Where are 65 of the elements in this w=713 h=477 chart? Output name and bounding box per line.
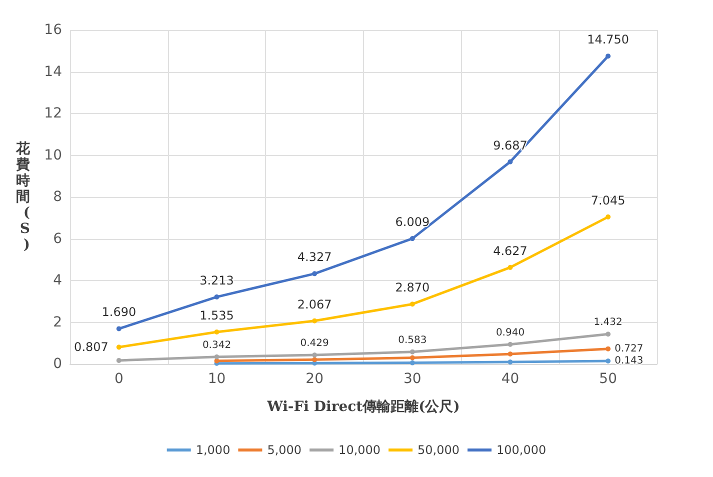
data-label: 2.067 [297,297,332,312]
data-label: 0.940 [496,327,525,338]
point [508,342,513,347]
point [116,344,122,350]
point [606,214,611,220]
x-tick-label: 30 [404,371,422,387]
data-label: 0.807 [74,340,108,354]
data-label: 0.429 [300,338,329,350]
data-label: 3.213 [200,273,234,288]
point [312,318,318,324]
point [214,294,220,300]
data-label: 1.432 [594,317,622,328]
point [312,352,318,358]
x-tick-label: 50 [599,371,617,387]
y-axis-title: 花費時間(S) [15,141,31,253]
data-label: 0.342 [202,340,232,351]
x-tick-label: 20 [306,371,324,387]
legend-label: 10,000 [338,443,381,457]
point [410,236,415,242]
point [606,346,611,352]
legend-label: 1,000 [196,443,230,457]
y-tick-label: 16 [44,22,62,38]
y-tick-label: 8 [53,189,62,205]
data-label: 1.535 [200,308,234,322]
x-tick-label: 10 [208,371,226,387]
legend-label: 50,000 [418,443,460,457]
y-tick-label: 2 [53,314,62,330]
legend-label: 5,000 [267,443,302,457]
y-tick-label: 0 [53,356,62,372]
point [508,352,513,357]
data-label: 1.690 [102,305,136,320]
point [410,302,415,307]
point [214,354,220,360]
point [410,355,415,360]
point [214,329,220,334]
data-label: 0.727 [614,343,644,354]
x-axis-title: Wi-Fi Direct傳輸距離(公尺) [266,399,460,415]
point [312,271,318,276]
point [508,159,513,164]
point [410,360,415,366]
x-tick-label: 40 [501,371,520,387]
point [508,360,513,365]
data-label: 0.143 [614,356,644,367]
data-label: 14.750 [587,32,630,47]
data-label: 0.583 [398,334,427,346]
point [606,358,611,364]
legend-label: 100,000 [496,443,546,457]
y-tick-label: 14 [44,64,62,80]
data-label: 2.870 [395,280,430,295]
point [606,332,611,337]
point [410,349,415,354]
point [312,357,318,362]
point [116,358,122,363]
data-label: 7.045 [590,193,626,208]
data-label: 4.327 [297,250,332,264]
y-tick-label: 6 [53,230,62,247]
point [606,54,611,59]
point [508,264,513,270]
y-tick-label: 12 [44,106,62,122]
y-tick-label: 10 [44,147,62,164]
y-tick-label: 4 [53,272,62,288]
data-label: 6.009 [395,215,430,230]
x-tick-label: 0 [114,371,124,387]
data-label: 4.627 [493,244,528,258]
point [116,326,122,332]
